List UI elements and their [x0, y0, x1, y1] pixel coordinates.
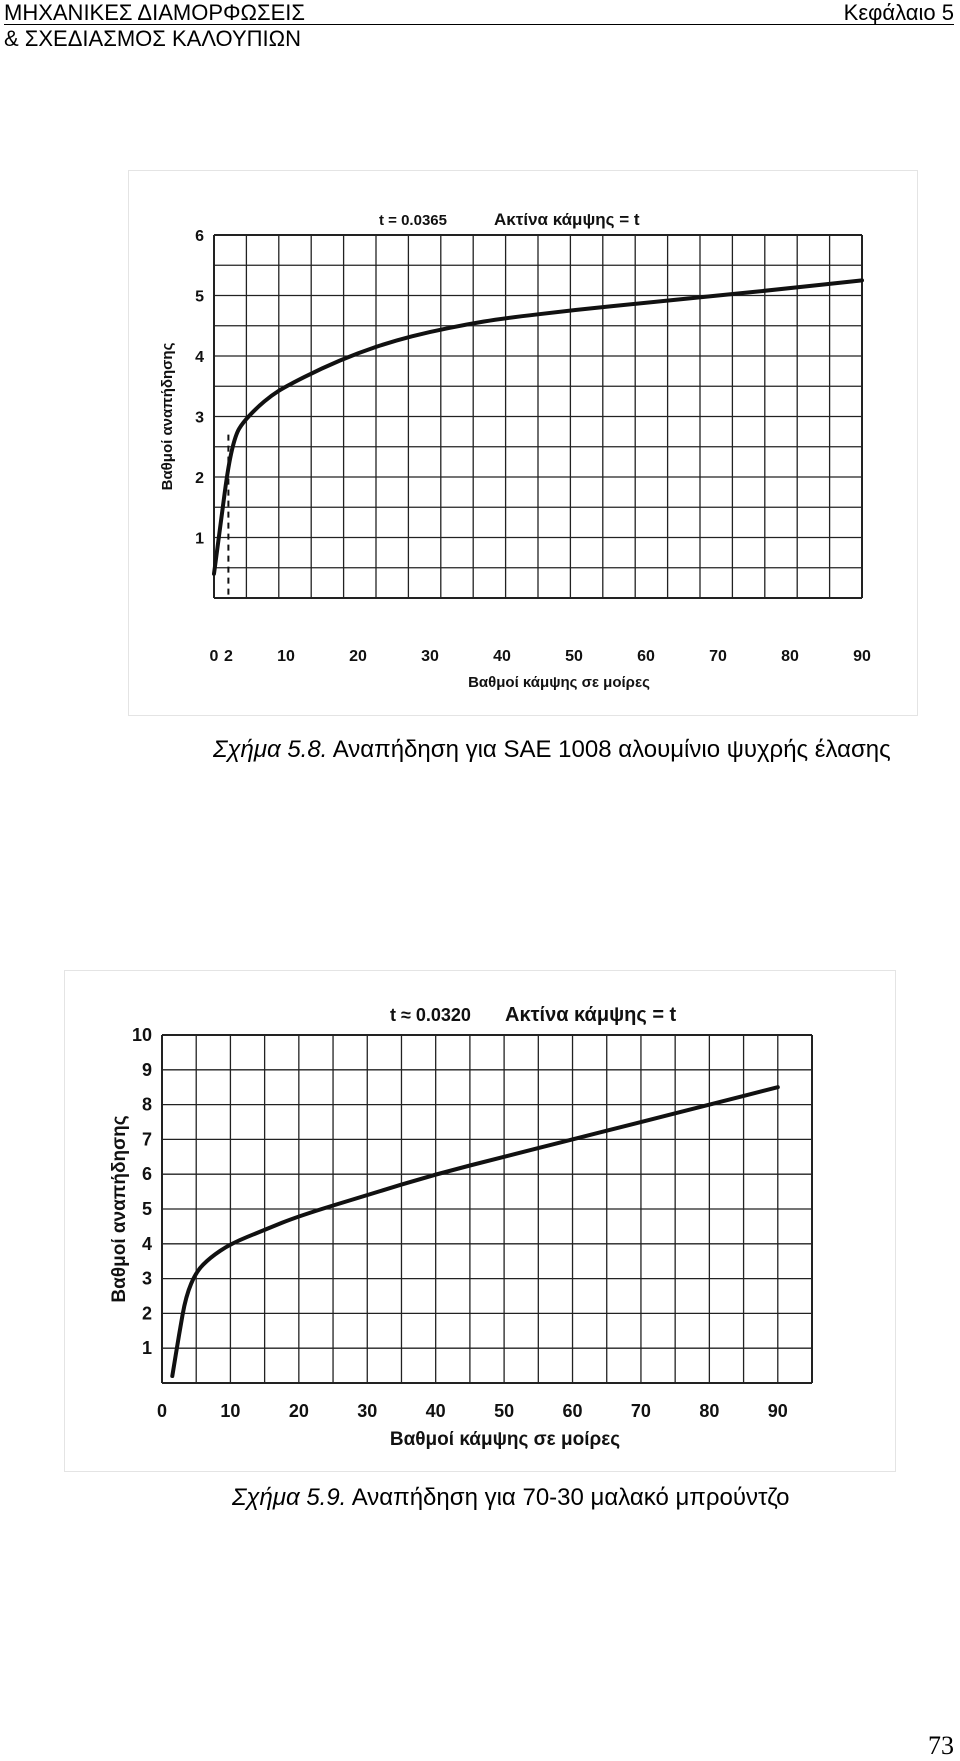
y-tick-label: 5	[142, 1199, 152, 1219]
y-tick-label: 4	[142, 1234, 152, 1254]
x-tick-label: 80	[781, 648, 799, 665]
caption-text: Αναπήδηση για SAE 1008 αλουμίνιο ψυχρής …	[327, 736, 891, 763]
x-tick-label: 10	[277, 648, 295, 665]
x-tick-label: 80	[699, 1401, 719, 1421]
x-tick-label: 20	[349, 648, 367, 665]
header-chapter: Κεφάλαιο 5	[843, 0, 954, 25]
y-tick-label: 1	[142, 1338, 152, 1358]
y-tick-label: 6	[142, 1164, 152, 1184]
figure-5-9: t ≈ 0.0320 Ακτίνα κάμψης = t 0 10 20 30 40 50 60…	[64, 970, 896, 1472]
y-tick-label: 3	[142, 1269, 152, 1289]
y-tick-label: 2	[142, 1303, 152, 1323]
x-tick-label: 90	[853, 648, 871, 665]
y-tick-label: 2	[195, 470, 204, 487]
caption-label: Σχήμα 5.8.	[213, 736, 328, 763]
chart-title-radius: Ακτίνα κάμψης = t	[505, 1004, 677, 1026]
header-title: ΜΗΧΑΝΙΚΕΣ ΔΙΑΜΟΡΦΩΣΕΙΣ & ΣΧΕΔΙΑΣΜΟΣ ΚΑΛΟ…	[4, 0, 305, 52]
header-title-line2: & ΣΧΕΔΙΑΣΜΟΣ ΚΑΛΟΥΠΙΩΝ	[4, 26, 301, 51]
y-tick-label: 7	[142, 1129, 152, 1149]
series-line-springback	[170, 1085, 780, 1378]
x-tick-label: 50	[565, 648, 583, 665]
x-axis-label: Βαθμοί κάμψης σε μοίρες	[468, 674, 650, 691]
chart-title-thickness: t = 0.0365	[379, 212, 447, 229]
x-tick-label: 40	[426, 1401, 446, 1421]
y-tick-label: 3	[195, 410, 204, 427]
x-tick-label: 10	[220, 1401, 240, 1421]
x-tick-label: 50	[494, 1401, 514, 1421]
x-tick-label: 2	[224, 648, 233, 665]
x-tick-label: 60	[637, 648, 655, 665]
x-axis-label: Βαθμοί κάμψης σε μοίρες	[390, 1429, 620, 1450]
x-tick-label: 30	[421, 648, 439, 665]
y-tick-label: 1	[195, 531, 204, 548]
x-tick-label: 60	[563, 1401, 583, 1421]
chart-5-9: t ≈ 0.0320 Ακτίνα κάμψης = t 0 10 20 30 40 50 60…	[109, 1004, 813, 1450]
x-tick-label: 70	[709, 648, 727, 665]
y-tick-label: 10	[132, 1025, 152, 1045]
chart-title-radius: Ακτίνα κάμψης = t	[494, 210, 640, 229]
header-rule	[4, 24, 954, 25]
x-tick-label: 70	[631, 1401, 651, 1421]
series-line-springback	[212, 278, 864, 576]
y-tick-label: 6	[195, 228, 204, 245]
x-tick-label: 30	[357, 1401, 377, 1421]
y-tick-label: 4	[195, 349, 204, 366]
y-axis-label: Βαθμοί αναπήδησης	[109, 1115, 130, 1302]
figure-5-8: t = 0.0365 Ακτίνα κάμψης = t 0 2 10 20 30 40 50 6…	[128, 170, 918, 716]
x-tick-label: 20	[289, 1401, 309, 1421]
x-tick-label: 0	[210, 648, 219, 665]
x-tick-label: 0	[157, 1401, 167, 1421]
chart-title-thickness: t ≈ 0.0320	[390, 1005, 471, 1025]
caption-label: Σχήμα 5.9.	[232, 1484, 347, 1511]
x-tick-label: 90	[768, 1401, 788, 1421]
figure-caption-5-9: Σχήμα 5.9. Αναπήδηση για 70-30 μαλακό μπ…	[232, 1484, 789, 1512]
figure-caption-5-8: Σχήμα 5.8. Αναπήδηση για SAE 1008 αλουμί…	[213, 736, 891, 764]
caption-text: Αναπήδηση για 70-30 μαλακό μπρούντζο	[346, 1484, 790, 1511]
header-title-line1: ΜΗΧΑΝΙΚΕΣ ΔΙΑΜΟΡΦΩΣΕΙΣ	[4, 0, 305, 25]
y-tick-label: 9	[142, 1060, 152, 1080]
y-axis-label: Βαθμοί αναπήδησης	[159, 342, 176, 490]
y-tick-label: 8	[142, 1095, 152, 1115]
chart-5-8: t = 0.0365 Ακτίνα κάμψης = t0 2 10 20 30 40 50 6…	[159, 210, 871, 691]
page-number: 73	[928, 1731, 954, 1760]
y-tick-label: 5	[195, 289, 204, 306]
x-tick-label: 40	[493, 648, 511, 665]
